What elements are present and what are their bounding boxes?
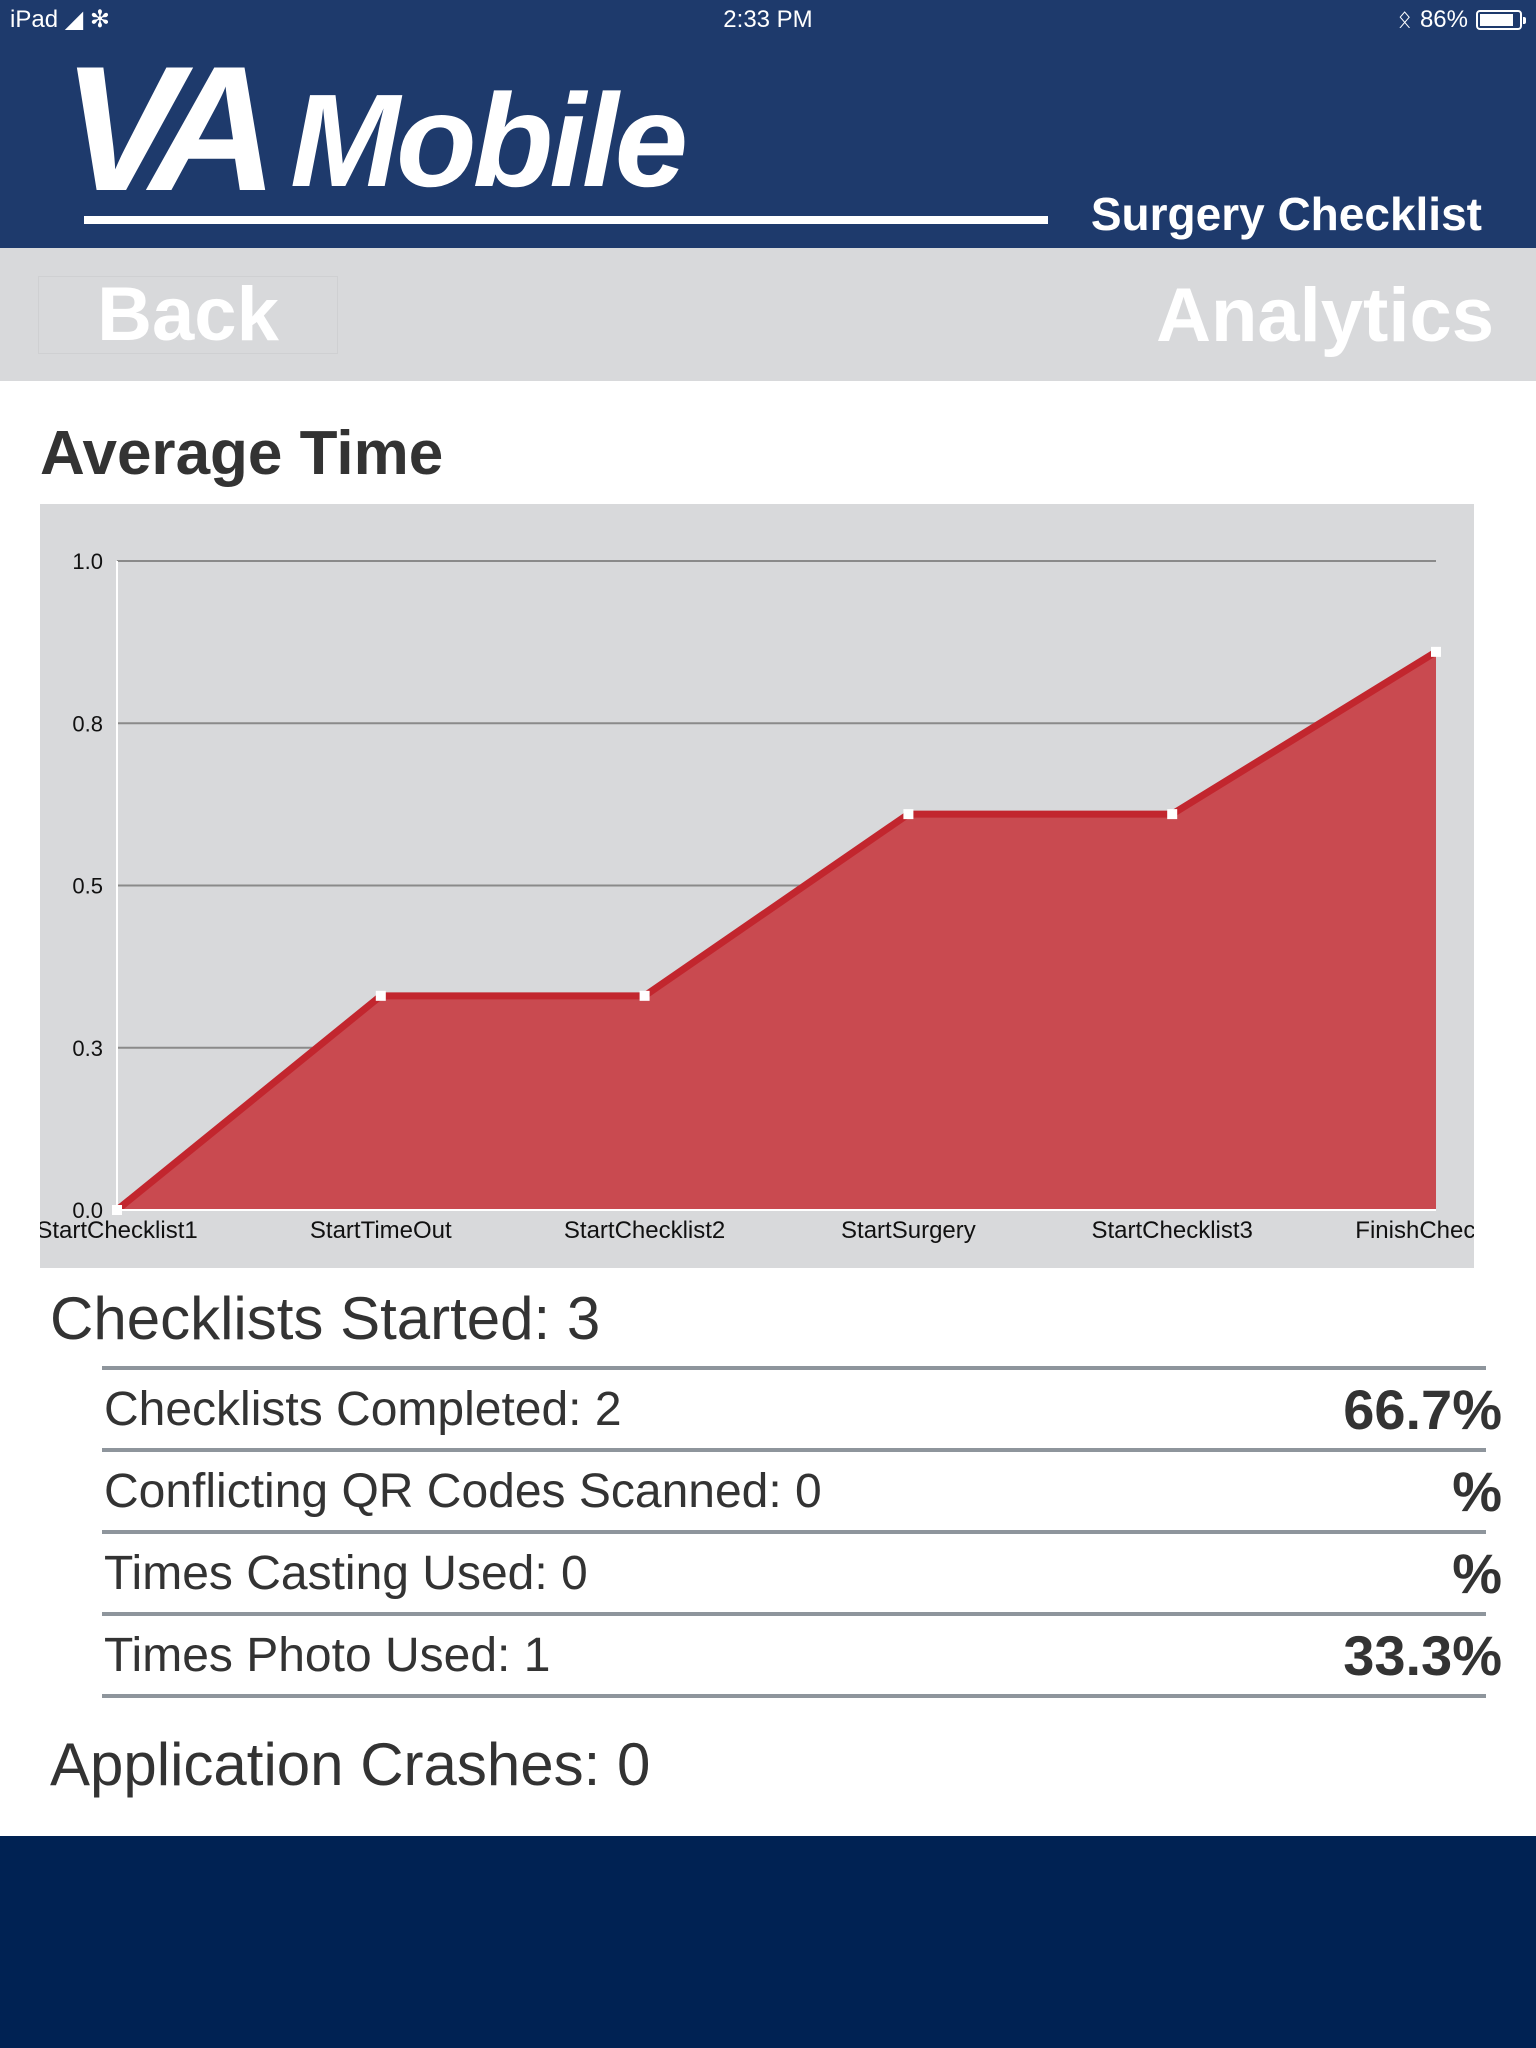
- y-tick-label: 0.0: [72, 1198, 103, 1223]
- logo-underline: [84, 216, 1048, 224]
- x-tick-label: StartChecklist3: [1092, 1217, 1253, 1244]
- status-time: 2:33 PM: [723, 6, 813, 33]
- va-mobile-logo: VA Mobile: [62, 29, 688, 228]
- x-tick-label: StartChecklist1: [40, 1217, 198, 1244]
- back-button[interactable]: Back: [38, 276, 338, 354]
- stat-row-completed: Checklists Completed: 2 66.7%: [102, 1370, 1502, 1452]
- device-name: iPad: [10, 6, 59, 33]
- logo-va-text: VA: [62, 29, 278, 228]
- x-tick-label: StartTimeOut: [310, 1217, 452, 1244]
- status-bar-right: ᛟ 86%: [1397, 4, 1526, 36]
- data-point: [375, 990, 386, 1001]
- data-point: [639, 990, 650, 1001]
- stat-percent: 33.3%: [1343, 1624, 1502, 1687]
- data-point: [1167, 809, 1178, 820]
- stat-row-conflicting-qr: Conflicting QR Codes Scanned: 0 %: [102, 1452, 1502, 1534]
- activity-spinner-icon: ✻: [89, 6, 110, 33]
- application-crashes: Application Crashes: 0: [50, 1731, 651, 1798]
- app-header: iPad ◢ ✻ 2:33 PM ᛟ 86% VA Mobile Surgery…: [0, 0, 1536, 248]
- battery-percent: 86%: [1419, 6, 1468, 33]
- stat-row-casting: Times Casting Used: 0 %: [102, 1534, 1502, 1616]
- chart-canvas: 0.0 0.3 0.5 0.8 1.0 StartChecklist1 StartTimeO…: [40, 549, 1474, 1244]
- app-title: Surgery Checklist: [1090, 188, 1482, 240]
- y-tick-label: 0.5: [72, 874, 103, 899]
- stat-label: Times Casting Used: 0: [104, 1547, 588, 1600]
- nav-bar: Back Analytics: [0, 248, 1536, 381]
- stat-row-photo: Times Photo Used: 1 33.3%: [102, 1616, 1502, 1698]
- x-tick-label: StartSurgery: [841, 1217, 976, 1244]
- app-footer: [0, 1836, 1536, 2048]
- stat-label: Checklists Completed: 2: [104, 1383, 622, 1436]
- y-tick-label: 1.0: [72, 549, 103, 574]
- wifi-icon: ◢: [64, 6, 84, 33]
- checklists-started: Checklists Started: 3: [50, 1285, 601, 1352]
- data-point: [112, 1205, 122, 1215]
- stat-label: Conflicting QR Codes Scanned: 0: [104, 1465, 822, 1518]
- nav-title: Analytics: [1156, 273, 1494, 358]
- y-tick-label: 0.8: [72, 711, 103, 736]
- stat-percent: %: [1452, 1542, 1502, 1605]
- stat-percent: %: [1452, 1460, 1502, 1523]
- average-time-chart: 0.0 0.3 0.5 0.8 1.0 StartChecklist1 StartTimeO…: [40, 504, 1474, 1268]
- stats-list: Checklists Completed: 2 66.7% Conflictin…: [102, 1366, 1502, 1698]
- bluetooth-icon: ᛟ: [1397, 6, 1412, 33]
- x-tick-label: FinishChecklist: [1355, 1217, 1474, 1244]
- area-fill: [117, 651, 1436, 1210]
- data-point: [903, 809, 914, 820]
- logo-mobile-text: Mobile: [290, 67, 688, 214]
- stat-percent: 66.7%: [1343, 1378, 1502, 1441]
- battery-icon: [1476, 10, 1526, 30]
- y-tick-label: 0.3: [72, 1036, 103, 1061]
- section-title: Average Time: [40, 419, 444, 488]
- data-point: [1431, 646, 1441, 657]
- x-tick-label: StartChecklist2: [564, 1217, 725, 1244]
- status-bar-left: iPad ◢ ✻: [10, 4, 110, 36]
- series-line: [114, 648, 1438, 1213]
- stat-label: Times Photo Used: 1: [104, 1629, 551, 1682]
